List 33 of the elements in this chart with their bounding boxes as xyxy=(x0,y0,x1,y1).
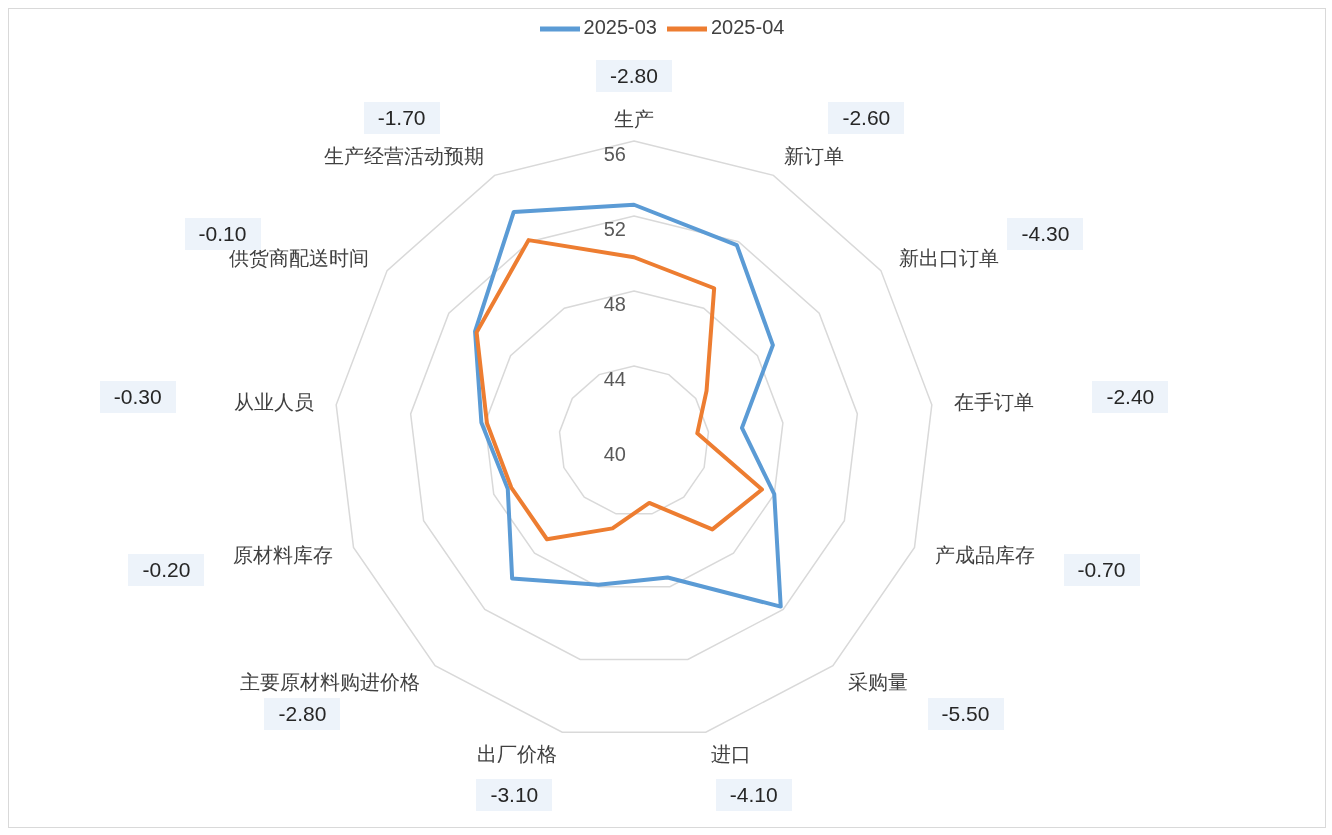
spoke-label: 在手订单 xyxy=(953,390,1034,415)
text: -4.30 xyxy=(1007,217,1084,250)
spoke-label: 生产 xyxy=(614,107,654,131)
spoke-label: 出厂价格 xyxy=(476,741,557,766)
text: -0.10 xyxy=(198,221,247,245)
y-tick-label: 56 xyxy=(603,143,626,165)
text: -2.80 xyxy=(596,60,672,92)
y-tick-label: 44 xyxy=(603,368,626,390)
spoke-label: 生产经营活动预期 xyxy=(324,143,485,168)
text: -4.10 xyxy=(715,779,792,812)
spoke-label: 原材料库存 xyxy=(232,543,333,568)
text: -2.40 xyxy=(1092,381,1169,413)
spoke-label: 供货商配送时间 xyxy=(229,246,369,271)
text: -3.10 xyxy=(476,779,553,812)
text: -2.80 xyxy=(264,698,341,731)
spoke-label: 进口 xyxy=(711,741,752,766)
legend-label: 2025-03 xyxy=(583,16,657,39)
text: -0.30 xyxy=(99,381,176,413)
spoke-label: 从业人员 xyxy=(234,390,315,415)
y-tick-label: 48 xyxy=(603,293,626,315)
spoke-label: 采购量 xyxy=(847,670,908,695)
text: -5.50 xyxy=(927,698,1004,731)
text: -1.70 xyxy=(363,101,440,134)
spoke-label: 产成品库存 xyxy=(935,543,1036,568)
spoke-label: 主要原材料购进价格 xyxy=(240,670,421,695)
text: -0.70 xyxy=(1063,554,1140,587)
legend-label: 2025-04 xyxy=(711,16,785,39)
spoke-label: 新出口订单 xyxy=(899,246,999,271)
text: -2.60 xyxy=(828,101,905,134)
y-tick-label: 52 xyxy=(603,218,626,240)
text: -0.20 xyxy=(128,554,205,587)
y-tick-label: 40 xyxy=(603,443,626,465)
spoke-label: 新订单 xyxy=(783,143,844,168)
